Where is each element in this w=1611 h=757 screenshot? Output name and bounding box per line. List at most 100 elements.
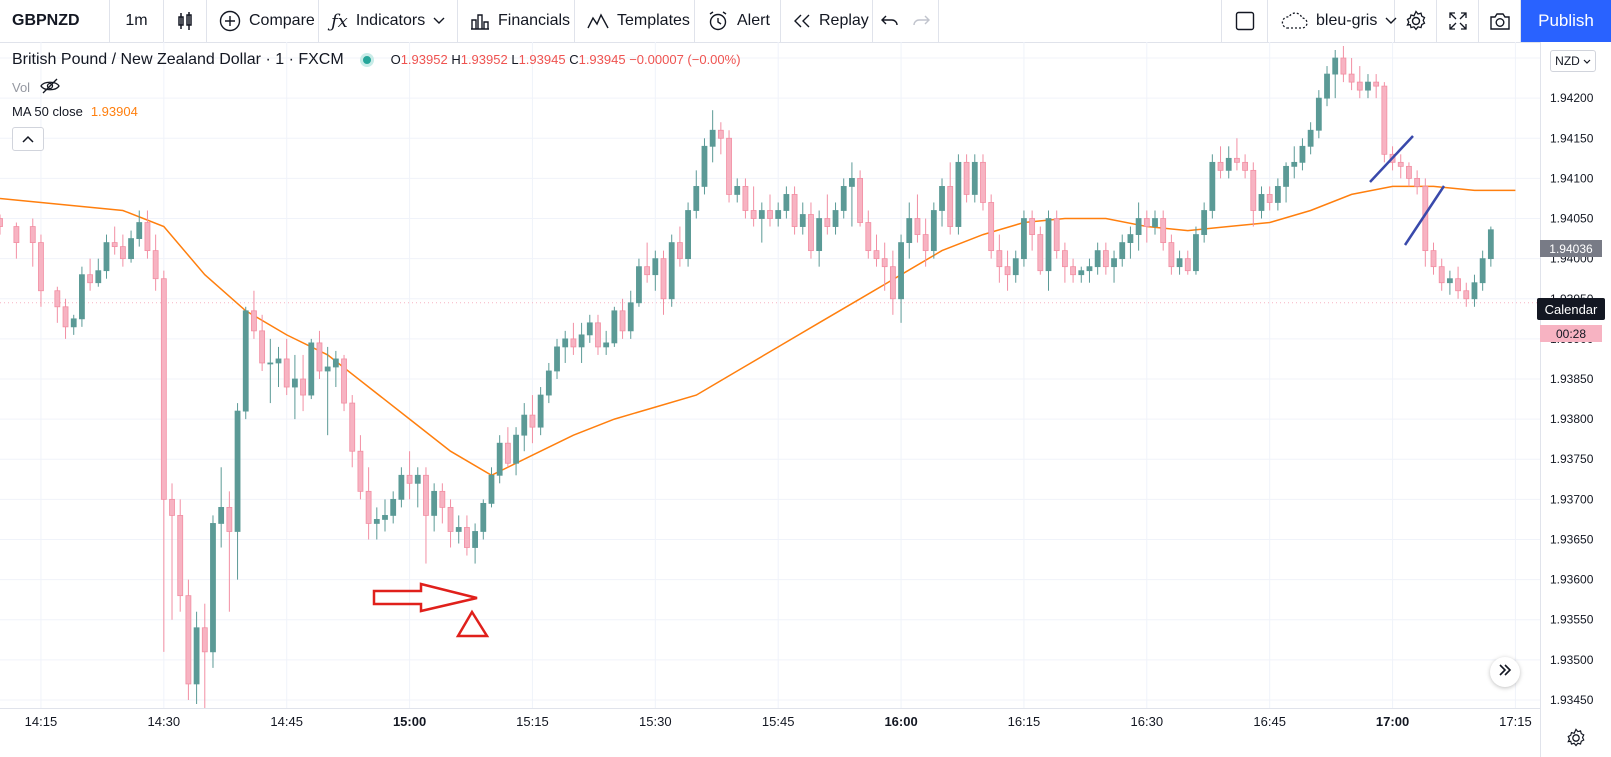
fullscreen-button[interactable] [1437, 0, 1479, 42]
candle[interactable] [218, 467, 225, 548]
candle[interactable] [636, 258, 642, 307]
candle[interactable] [398, 467, 405, 508]
candle[interactable] [513, 427, 519, 476]
candle[interactable] [799, 202, 806, 235]
ma-legend[interactable]: MA 50 close 1.93904 [12, 104, 138, 119]
candle[interactable] [808, 202, 814, 259]
candle[interactable] [414, 467, 421, 508]
candle[interactable] [1152, 210, 1158, 235]
candle[interactable] [1225, 146, 1232, 179]
candle[interactable] [373, 507, 380, 540]
candle[interactable] [136, 210, 143, 247]
fullscreen-layout-toggle[interactable] [1222, 0, 1268, 42]
candle[interactable] [701, 138, 708, 195]
candle[interactable] [349, 395, 356, 468]
candle[interactable] [1127, 226, 1134, 259]
candle[interactable] [545, 362, 552, 404]
candle[interactable] [1307, 122, 1314, 155]
candle[interactable] [1176, 250, 1183, 275]
candle[interactable] [1078, 266, 1085, 283]
candle[interactable] [685, 202, 691, 267]
blue-trend-line-2[interactable] [1403, 185, 1446, 246]
alert-button[interactable]: Alert [695, 0, 781, 42]
candle[interactable] [1487, 226, 1494, 267]
candle[interactable] [824, 194, 831, 235]
candle[interactable] [1291, 146, 1298, 179]
candle[interactable] [1217, 146, 1224, 179]
candle[interactable] [300, 354, 306, 412]
currency-selector[interactable]: NZD [1550, 50, 1596, 72]
candle[interactable] [1234, 138, 1240, 171]
candle[interactable] [423, 467, 429, 564]
financials-button[interactable]: Financials [458, 0, 575, 42]
candle[interactable] [898, 234, 904, 323]
candle[interactable] [103, 234, 110, 279]
candle[interactable] [750, 186, 757, 227]
candle[interactable] [939, 178, 945, 227]
candle[interactable] [578, 322, 585, 363]
candle[interactable] [988, 194, 995, 259]
candle[interactable] [382, 499, 388, 532]
candle[interactable] [1471, 274, 1478, 307]
candle[interactable] [70, 314, 77, 335]
candle[interactable] [1315, 90, 1322, 139]
candle[interactable] [308, 338, 315, 400]
candle[interactable] [1160, 210, 1167, 251]
candle[interactable] [709, 110, 716, 163]
candle[interactable] [1414, 170, 1421, 195]
volume-legend[interactable]: Vol [12, 78, 60, 97]
chart-type-button[interactable] [164, 0, 207, 42]
candle[interactable] [390, 491, 397, 524]
candle[interactable] [201, 603, 208, 725]
candle[interactable] [611, 306, 618, 347]
candle[interactable] [1193, 226, 1199, 275]
scroll-to-realtime-button[interactable] [1490, 657, 1520, 687]
candle[interactable] [1045, 210, 1052, 291]
axis-settings-button[interactable] [1566, 728, 1586, 753]
candle[interactable] [889, 250, 896, 315]
candle[interactable] [734, 178, 741, 203]
candle[interactable] [316, 330, 323, 380]
candle[interactable] [464, 515, 470, 556]
red-triangle-drawing[interactable] [455, 609, 490, 638]
candle[interactable] [521, 403, 528, 452]
time-axis[interactable]: 14:15 14:30 14:45 15:00 15:15 15:30 15:45 16:00… [0, 708, 1540, 757]
candle[interactable] [930, 202, 937, 259]
candle[interactable] [1438, 258, 1445, 291]
candle[interactable] [996, 234, 1003, 283]
candle[interactable] [1029, 210, 1036, 251]
candle[interactable] [693, 170, 700, 219]
candle[interactable] [1266, 186, 1273, 211]
candle[interactable] [947, 162, 954, 235]
candle[interactable] [1258, 186, 1265, 219]
candle[interactable] [775, 202, 782, 227]
candle[interactable] [1021, 210, 1027, 267]
candle[interactable] [865, 210, 872, 259]
candle[interactable] [210, 515, 216, 668]
candle[interactable] [193, 611, 200, 704]
candle[interactable] [1086, 258, 1093, 283]
candle[interactable] [455, 515, 462, 544]
candle[interactable] [87, 258, 94, 291]
candle[interactable] [726, 130, 732, 203]
candle[interactable] [234, 403, 241, 580]
candle[interactable] [439, 483, 446, 524]
candle[interactable] [627, 290, 634, 339]
candle[interactable] [1365, 74, 1371, 99]
candle[interactable] [119, 234, 126, 267]
redo-icon[interactable] [912, 14, 930, 28]
layout-menu-button[interactable]: bleu-gris [1268, 0, 1397, 42]
candle[interactable] [586, 314, 593, 343]
candle[interactable] [767, 194, 773, 227]
candle[interactable] [1053, 210, 1060, 259]
candle[interactable] [29, 218, 36, 267]
candle[interactable] [1340, 46, 1347, 83]
candle[interactable] [660, 250, 667, 315]
candle[interactable] [922, 218, 929, 267]
candle[interactable] [914, 194, 921, 243]
candle[interactable] [619, 298, 626, 339]
candle[interactable] [1422, 178, 1429, 267]
candle[interactable] [676, 226, 683, 267]
candle[interactable] [169, 483, 175, 620]
candle[interactable] [1184, 250, 1191, 275]
